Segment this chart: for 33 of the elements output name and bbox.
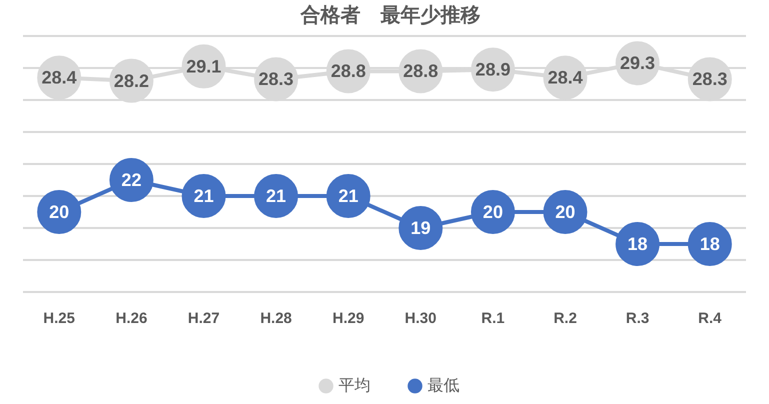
data-label: 29.3	[620, 53, 656, 74]
x-tick-label: R.4	[698, 310, 722, 328]
legend-label: 平均	[338, 377, 370, 394]
data-label: 28.9	[475, 60, 510, 80]
x-tick-label: H.27	[188, 310, 220, 328]
data-label: 21	[194, 186, 214, 206]
data-label: 28.3	[692, 69, 728, 90]
x-tick-label: H.25	[43, 310, 75, 328]
data-label: 20	[555, 202, 576, 222]
data-label: 21	[266, 186, 286, 206]
data-label: 28.3	[258, 69, 294, 90]
data-label: 28.4	[548, 68, 583, 88]
x-tick-label: R.3	[626, 310, 650, 328]
x-tick-label: H.28	[260, 310, 292, 328]
chart-title: 合格者 最年少推移	[300, 4, 480, 27]
x-tick-label: H.30	[404, 310, 436, 328]
x-tick-label: H.26	[116, 310, 148, 328]
x-tick-label: R.2	[554, 310, 577, 328]
data-label: 29.1	[186, 56, 222, 76]
data-label: 18	[628, 234, 648, 254]
data-label: 20	[49, 202, 70, 222]
data-label: 21	[338, 186, 358, 206]
data-label: 19	[410, 218, 431, 238]
data-label: 22	[121, 170, 142, 190]
x-tick-label: R.1	[481, 310, 505, 328]
data-label: 28.4	[42, 68, 77, 88]
x-tick-label: H.29	[332, 310, 364, 328]
data-label: 18	[700, 234, 720, 254]
data-label: 28.2	[114, 70, 149, 91]
data-label: 20	[482, 202, 503, 222]
legend-label: 最低	[428, 377, 460, 394]
data-label: 28.8	[403, 61, 438, 82]
data-label: 28.8	[330, 61, 366, 82]
